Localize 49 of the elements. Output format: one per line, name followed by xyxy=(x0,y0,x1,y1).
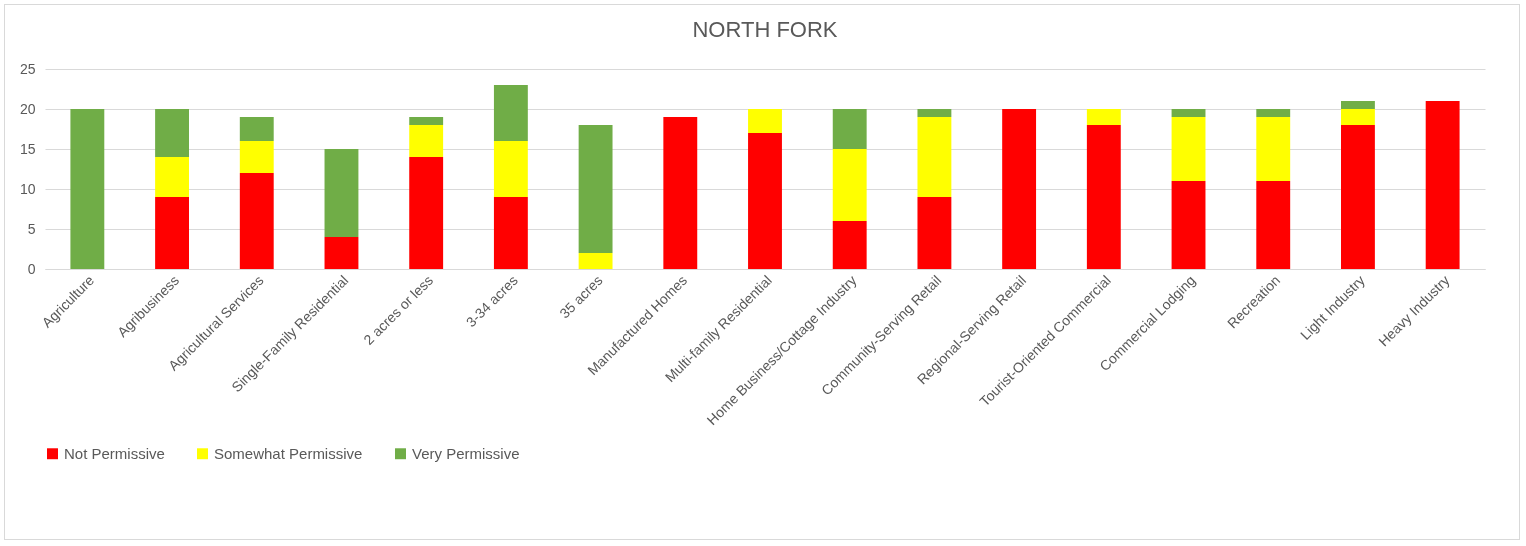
bar xyxy=(1425,101,1460,269)
y-tick-label: 15 xyxy=(19,140,36,157)
y-tick-label: 0 xyxy=(27,260,36,277)
bar xyxy=(70,109,105,269)
legend-label: Somewhat Permissive xyxy=(214,444,363,462)
bar xyxy=(917,109,952,117)
y-tick-label: 5 xyxy=(27,220,36,237)
bar xyxy=(324,237,359,269)
bar xyxy=(917,197,952,269)
bar xyxy=(1086,125,1121,269)
bar xyxy=(578,125,613,253)
bar xyxy=(239,173,274,269)
chart-title: NORTH FORK xyxy=(692,17,838,42)
bar xyxy=(748,109,782,133)
y-tick-label: 20 xyxy=(19,100,36,117)
bar xyxy=(493,85,528,141)
bar xyxy=(1086,109,1121,125)
bar xyxy=(1341,125,1375,269)
y-tick-label: 25 xyxy=(19,60,36,77)
legend-label: Very Permissive xyxy=(412,444,520,462)
bar xyxy=(409,117,444,125)
bar xyxy=(832,109,867,149)
bar xyxy=(239,141,274,173)
bar xyxy=(578,253,613,269)
legend-label: Not Permissive xyxy=(64,444,165,462)
bar xyxy=(493,197,528,269)
bar xyxy=(155,109,189,157)
bar xyxy=(917,117,952,197)
bar xyxy=(1256,109,1291,117)
bar xyxy=(155,197,189,269)
bar xyxy=(1171,181,1206,269)
bar xyxy=(1256,181,1291,269)
bar xyxy=(1256,117,1291,181)
bar xyxy=(748,133,782,269)
bar xyxy=(409,125,444,157)
bar xyxy=(493,141,528,197)
bar xyxy=(1171,117,1206,181)
bar xyxy=(155,157,189,197)
bar xyxy=(1341,101,1375,109)
bar xyxy=(324,149,359,237)
y-tick-label: 10 xyxy=(19,180,36,197)
bar xyxy=(409,157,444,269)
bar xyxy=(1341,109,1375,125)
bar xyxy=(832,149,867,221)
bar xyxy=(1002,109,1037,269)
bar xyxy=(832,221,867,269)
bar xyxy=(239,117,274,141)
bar xyxy=(663,117,698,269)
bar xyxy=(1171,109,1206,117)
